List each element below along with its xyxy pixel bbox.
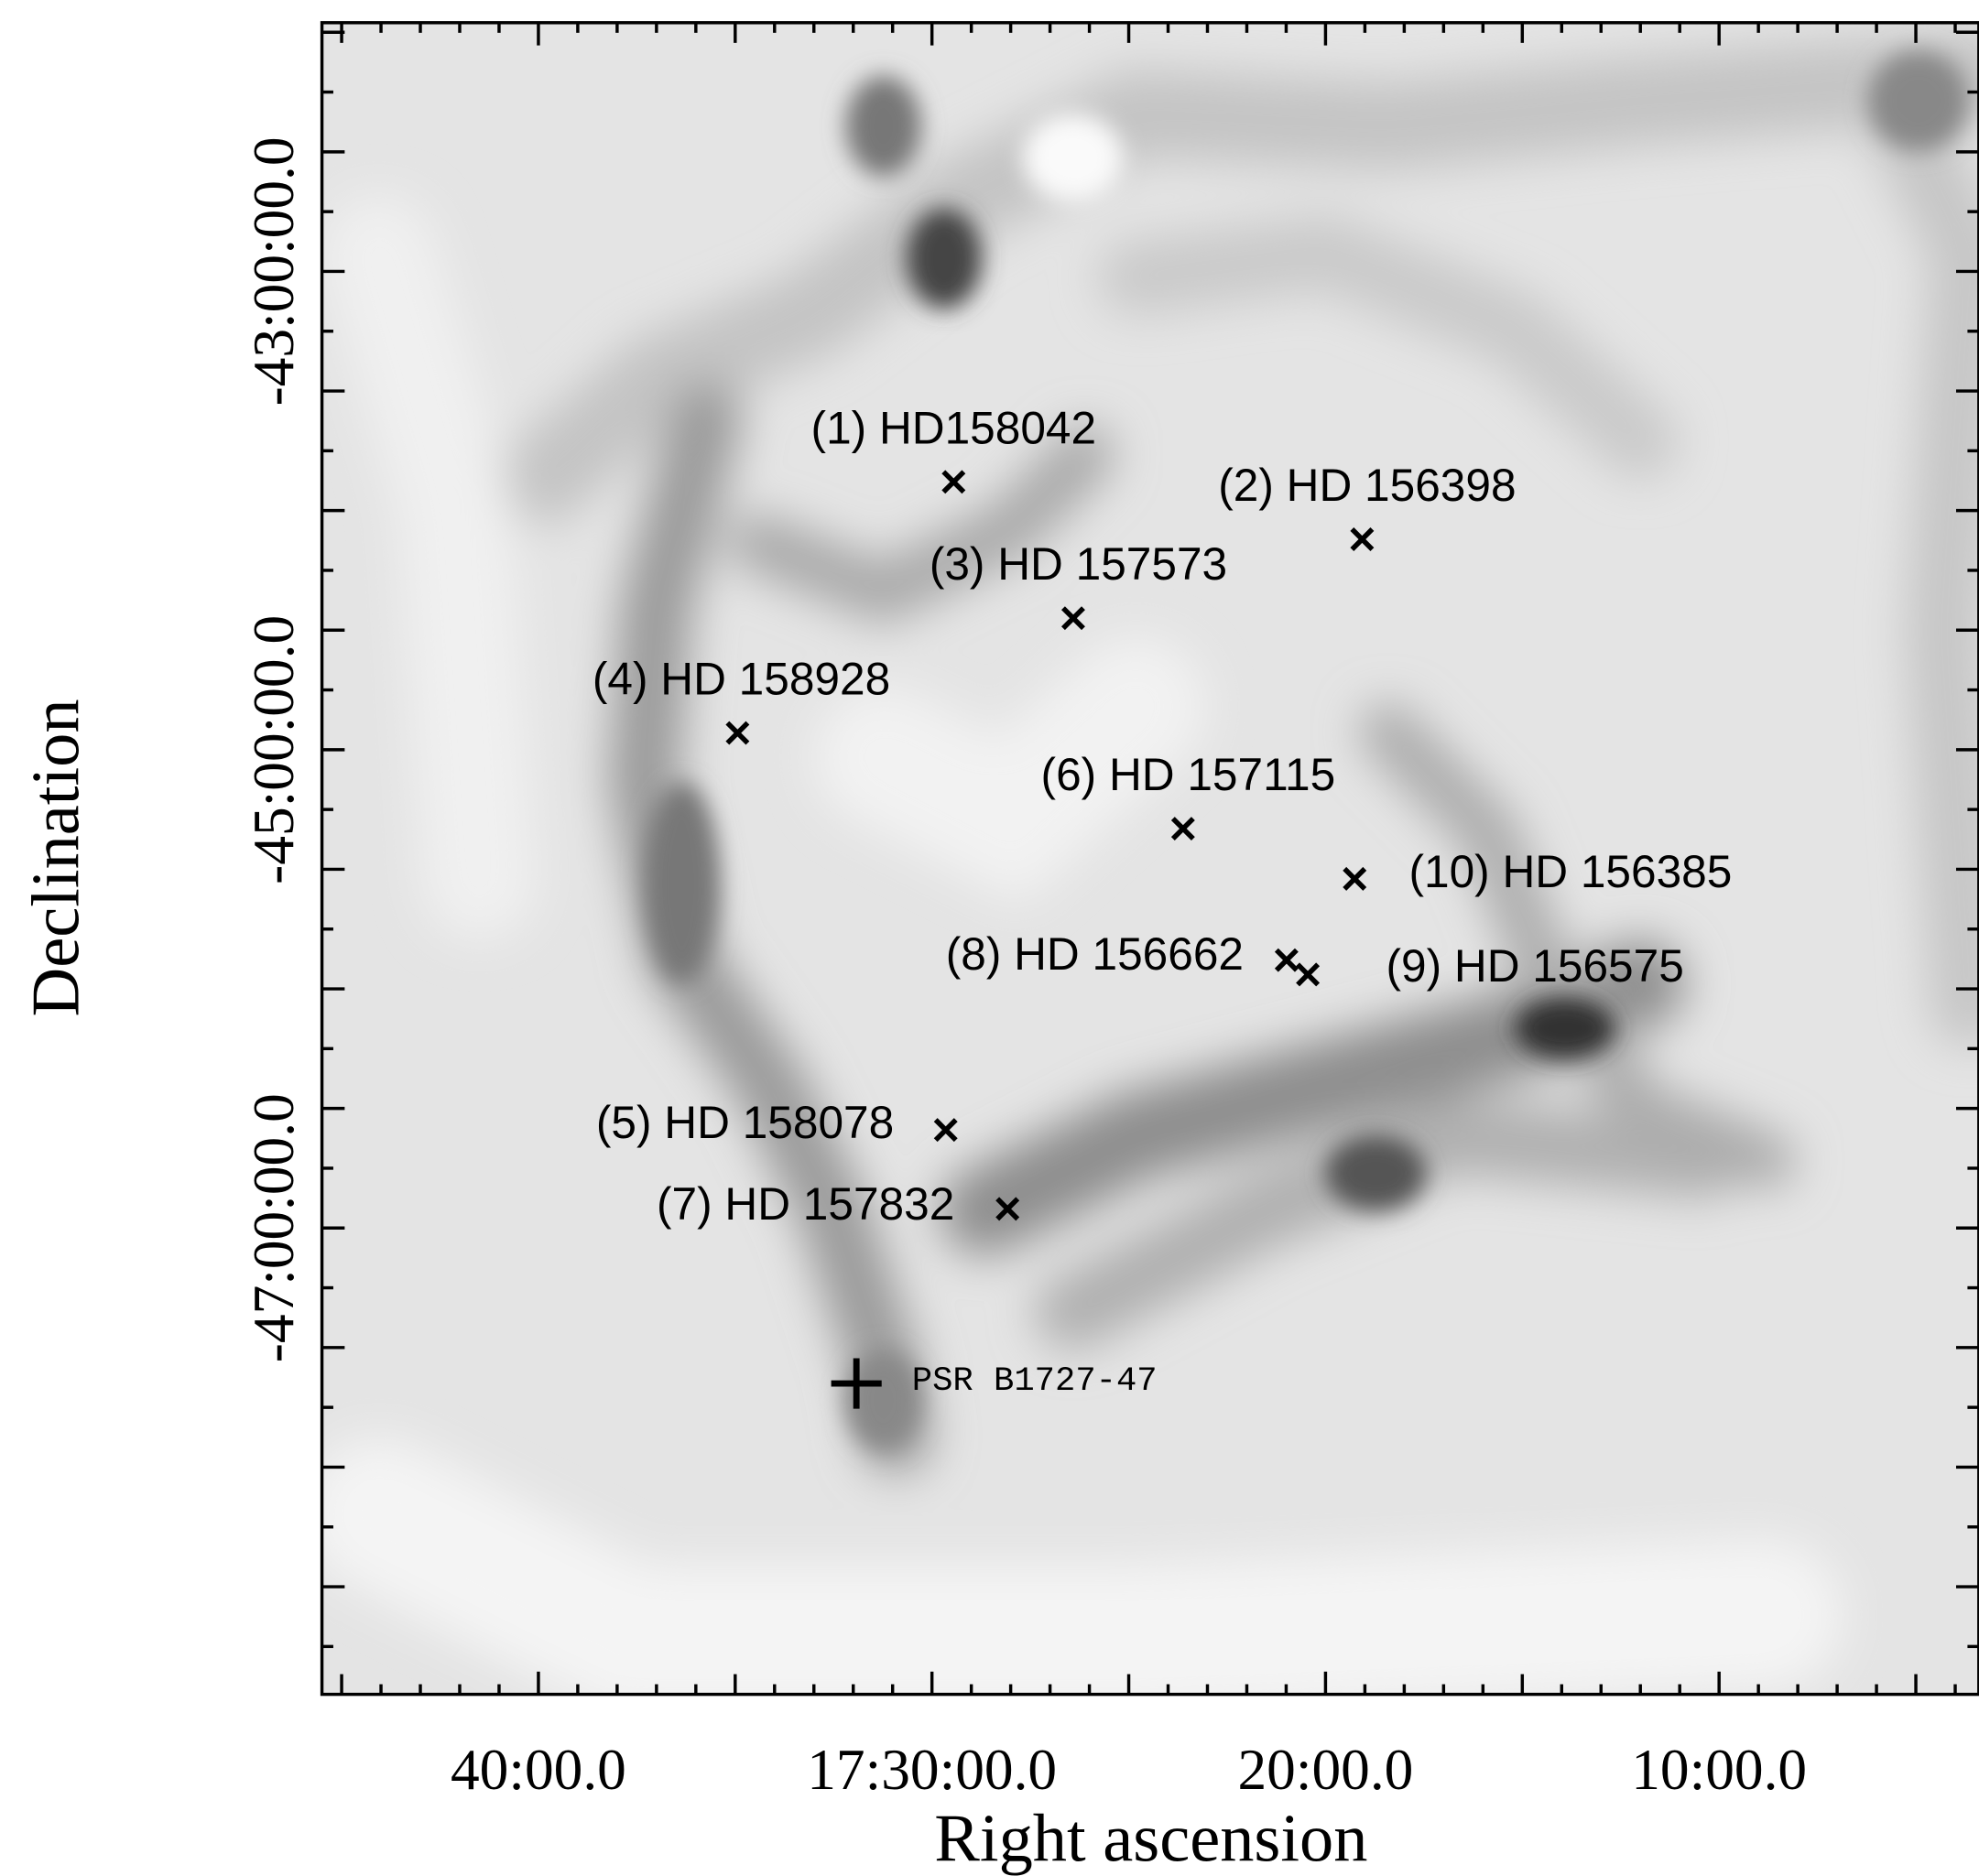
x-tick-label: 10:00.0 (1631, 1738, 1807, 1802)
pulsar-label: PSR B1727-47 (912, 1362, 1158, 1401)
chart: Right ascension Declination 40:00.0 17:30… (0, 0, 1979, 1876)
x-tick-label: 17:30:00.0 (807, 1738, 1057, 1802)
star-label: (4) HD 158928 (593, 654, 890, 705)
x-tick-label: 40:00.0 (451, 1738, 626, 1802)
star-label: (2) HD 156398 (1218, 460, 1516, 511)
star-label: (7) HD 157832 (657, 1178, 954, 1230)
star-label: (10) HD 156385 (1408, 846, 1732, 897)
star-label: (8) HD 156662 (946, 928, 1244, 980)
y-tick-label: -43:00:00.0 (242, 136, 306, 406)
y-axis-label: Declination (19, 699, 94, 1016)
x-tick-label: 20:00.0 (1237, 1738, 1413, 1802)
star-label: (5) HD 158078 (596, 1097, 894, 1148)
y-tick-label: -45:00:00.0 (242, 615, 306, 884)
y-tick-label: -47:00:00.0 (242, 1093, 306, 1362)
star-label: (3) HD 157573 (930, 538, 1227, 590)
page: {"chart_data": { "type": "scatter", "x_l… (0, 0, 1979, 1876)
star-label: (1) HD158042 (811, 402, 1097, 453)
star-label: (9) HD 156575 (1386, 940, 1684, 992)
x-axis-label: Right ascension (934, 1801, 1367, 1876)
star-label: (6) HD 157115 (1041, 749, 1336, 800)
